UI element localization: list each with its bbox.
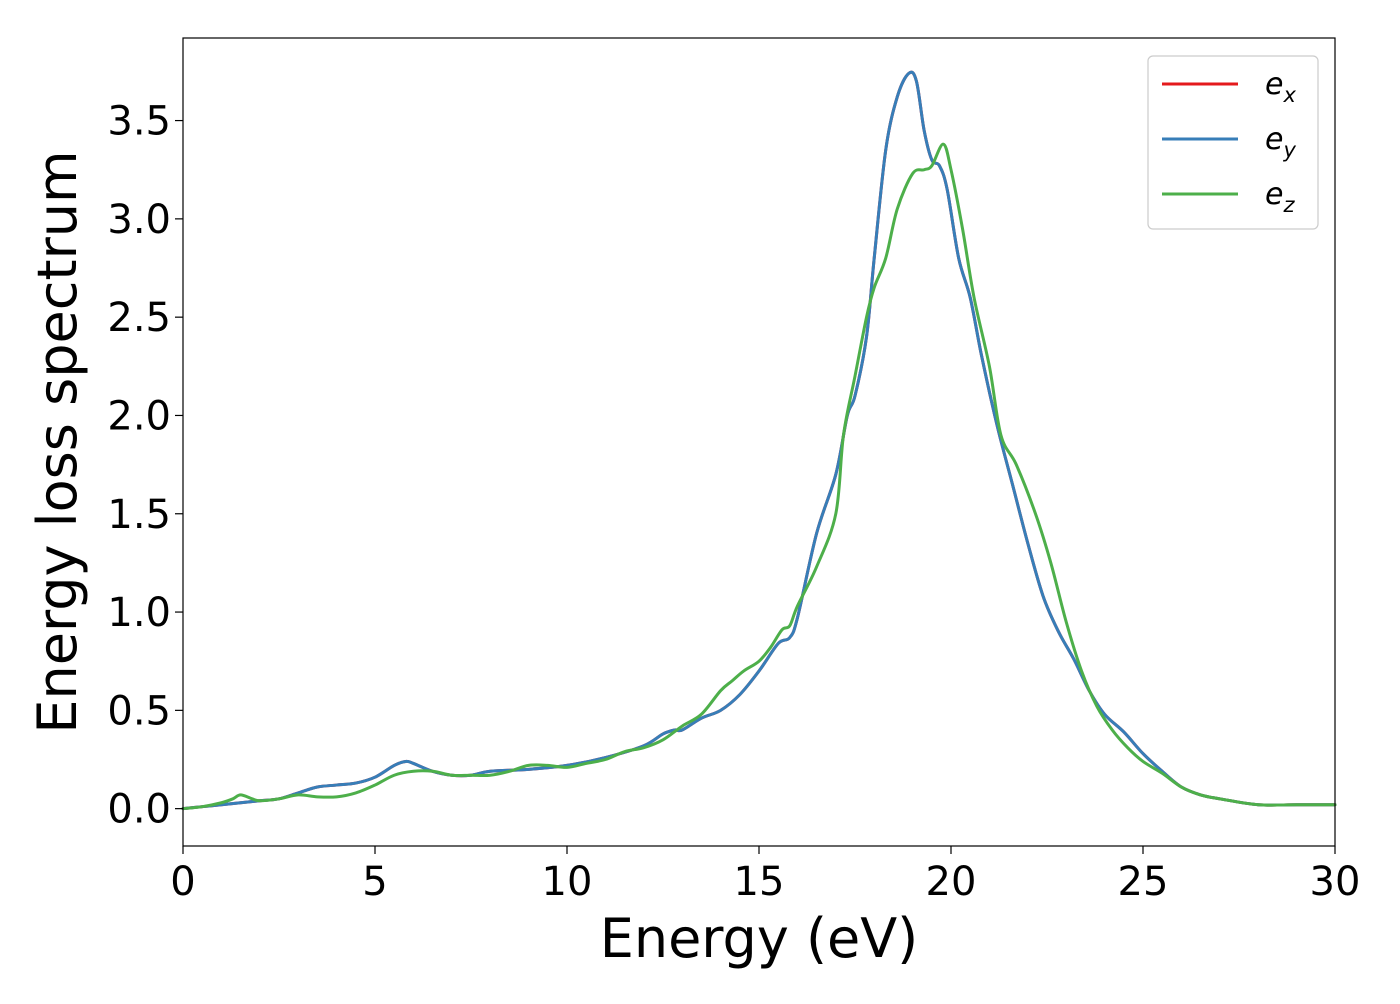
x-tick-label: 15 [734, 859, 785, 905]
series-line-e-y [181, 70, 1337, 811]
x-tick-label: 30 [1310, 859, 1361, 905]
x-tick-label: 5 [362, 859, 387, 905]
y-axis-ticks: 0.0 0.5 1.0 1.5 2.0 2.5 3.0 3.5 [107, 99, 183, 833]
legend-box [1147, 55, 1319, 230]
x-tick-label: 25 [1118, 859, 1169, 905]
y-tick-label: 1.5 [107, 492, 171, 538]
y-tick-label: 1.0 [107, 590, 171, 636]
y-tick-label: 2.0 [107, 393, 171, 439]
x-tick-label: 0 [170, 859, 195, 905]
y-axis-title: Energy loss spectrum [26, 150, 89, 733]
x-tick-label: 20 [926, 859, 977, 905]
y-tick-label: 2.5 [107, 295, 171, 341]
series-layer [181, 70, 1337, 811]
y-tick-label: 0.0 [107, 787, 171, 833]
legend-label-x: ex [1265, 67, 1296, 107]
legend: ex ey ez [1147, 55, 1319, 230]
y-tick-label: 3.0 [107, 197, 171, 243]
y-tick-label: 0.5 [107, 688, 171, 734]
y-tick-label: 3.5 [107, 99, 171, 145]
series-line-e-z [181, 142, 1337, 811]
x-tick-label: 10 [542, 859, 593, 905]
x-axis-ticks: 0 5 10 15 20 25 30 [170, 846, 1360, 905]
legend-entries: ex ey ez [1162, 67, 1296, 217]
legend-label-y: ey [1265, 122, 1296, 162]
legend-label-z: ez [1265, 177, 1295, 217]
x-axis-title: Energy (eV) [600, 907, 919, 970]
